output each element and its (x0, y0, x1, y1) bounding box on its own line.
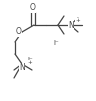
Text: O: O (16, 27, 22, 36)
Text: N: N (19, 64, 25, 73)
Text: O: O (30, 4, 36, 13)
Text: I⁻: I⁻ (27, 57, 33, 63)
Text: N: N (68, 21, 74, 29)
Text: I⁻: I⁻ (53, 40, 59, 46)
Text: +: + (28, 60, 32, 66)
Text: +: + (76, 18, 80, 24)
